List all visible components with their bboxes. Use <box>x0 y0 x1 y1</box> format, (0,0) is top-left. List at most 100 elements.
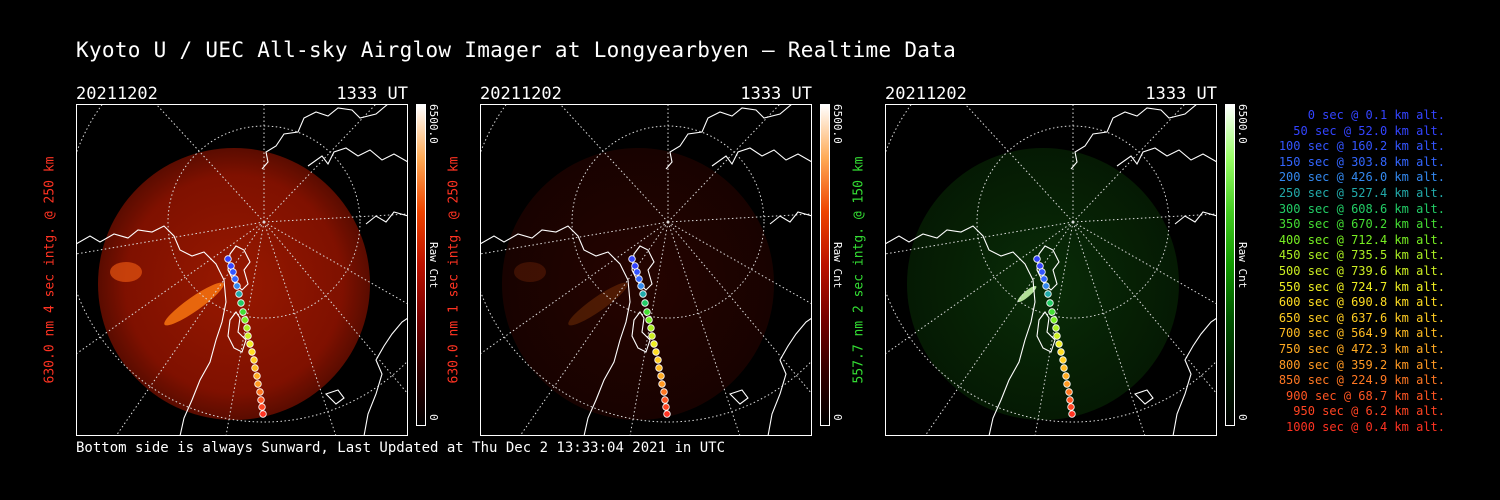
colorbar-max: 6500.0 <box>831 104 844 144</box>
coastline <box>1174 211 1217 225</box>
legend-row: 400 sec @ 712.4 km alt. <box>1278 232 1445 247</box>
longitude-line <box>667 221 741 436</box>
trajectory-point <box>1063 380 1071 388</box>
trajectory-point <box>251 364 259 372</box>
coastline <box>227 245 251 291</box>
longitude-line <box>667 104 781 223</box>
longitude-line <box>155 104 265 223</box>
longitude-line <box>667 213 812 223</box>
airglow-panel-557nm-2sec: 20211202 1333 UT 557.7 nm 2 sec intg. @ … <box>852 84 1277 436</box>
legend-row: 350 sec @ 670.2 km alt. <box>1278 217 1445 232</box>
trajectory-point <box>1033 255 1041 263</box>
trajectory-point <box>231 275 239 283</box>
plot-frame <box>480 104 812 436</box>
aurora-patch <box>514 262 546 282</box>
trajectory-point <box>1053 332 1061 340</box>
panel-ylabel: 630.0 nm 4 sec intg. @ 250 km <box>42 156 58 384</box>
longitude-line <box>519 221 669 436</box>
colorbar <box>1225 104 1235 426</box>
coastline <box>1036 245 1060 291</box>
trajectory-point <box>1062 372 1070 380</box>
colorbar-min: 0 <box>427 414 440 421</box>
trajectory-point <box>1055 340 1063 348</box>
legend-row: 200 sec @ 426.0 km alt. <box>1278 170 1445 185</box>
aurora-arc <box>164 282 224 326</box>
airglow-panel-630nm-1sec: 20211202 1333 UT 630.0 nm 1 sec intg. @ … <box>447 84 872 436</box>
legend-row: 1000 sec @ 0.4 km alt. <box>1286 419 1445 434</box>
trajectory-point <box>1052 324 1060 332</box>
trajectory-point <box>652 348 660 356</box>
trajectory-point <box>1046 299 1054 307</box>
trajectory-point <box>239 308 247 316</box>
legend-row: 800 sec @ 359.2 km alt. <box>1278 357 1445 372</box>
latitude-circle <box>167 125 361 319</box>
trajectory-point <box>1060 364 1068 372</box>
coastline <box>363 317 408 436</box>
trajectory-point <box>648 332 656 340</box>
trajectory-point <box>635 275 643 283</box>
legend-row: 150 sec @ 303.8 km alt. <box>1278 154 1445 169</box>
aurora-arc <box>1017 285 1037 303</box>
latitude-circle <box>976 125 1170 319</box>
longitude-line <box>667 221 812 395</box>
longitude-line <box>115 221 265 436</box>
legend-row: 100 sec @ 160.2 km alt. <box>1278 139 1445 154</box>
coastline <box>631 245 655 291</box>
longitude-line <box>1072 221 1217 395</box>
footer-note: Bottom side is always Sunward, Last Upda… <box>76 440 726 456</box>
trajectory-point <box>639 290 647 298</box>
panel-date: 20211202 <box>885 84 967 104</box>
longitude-line <box>924 221 1074 436</box>
legend-row: 600 sec @ 690.8 km alt. <box>1278 295 1445 310</box>
legend-row: 650 sec @ 637.6 km alt. <box>1278 310 1445 325</box>
trajectory-point <box>253 372 261 380</box>
trajectory-point <box>243 324 251 332</box>
longitude-line <box>964 104 1074 223</box>
coastline <box>1116 147 1217 167</box>
trajectory-point <box>1042 282 1050 290</box>
longitude-line <box>263 213 408 223</box>
colorbar <box>416 104 426 426</box>
legend-row: 250 sec @ 527.4 km alt. <box>1278 185 1445 200</box>
allsky-map <box>76 104 408 436</box>
longitude-line <box>263 221 337 436</box>
legend-row: 700 sec @ 564.9 km alt. <box>1278 326 1445 341</box>
allsky-map <box>480 104 812 436</box>
coastline <box>365 211 408 225</box>
trajectory-point <box>657 372 665 380</box>
legend-row: 450 sec @ 735.5 km alt. <box>1278 248 1445 263</box>
coastline <box>480 225 631 436</box>
legend-row: 300 sec @ 608.6 km alt. <box>1278 201 1445 216</box>
colorbar-unit: Raw Cnt <box>427 242 440 289</box>
aurora-arc <box>568 282 628 326</box>
coastline <box>1133 389 1154 405</box>
colorbar <box>820 104 830 426</box>
longitude-line <box>1072 104 1186 223</box>
panel-date: 20211202 <box>76 84 158 104</box>
colorbar-max: 6500.0 <box>1236 104 1249 144</box>
trajectory-point <box>254 380 262 388</box>
trajectory-point <box>1050 316 1058 324</box>
trajectory-point <box>257 396 265 404</box>
legend-row: 50 sec @ 52.0 km alt. <box>1293 123 1445 138</box>
trajectory-point <box>1044 290 1052 298</box>
trajectory-point <box>643 308 651 316</box>
trajectory-point <box>1068 410 1076 418</box>
trajectory-point <box>241 316 249 324</box>
colorbar-max: 6500.0 <box>427 104 440 144</box>
airglow-panel-630nm-4sec: 20211202 1333 UT 630.0 nm 4 sec intg. @ … <box>43 84 468 436</box>
trajectory-point <box>250 356 258 364</box>
coastline <box>1070 104 1198 170</box>
coastline <box>769 211 812 225</box>
trajectory-point <box>637 282 645 290</box>
coastline <box>76 225 227 436</box>
trajectory-point <box>650 340 658 348</box>
coastline <box>1036 311 1056 353</box>
panel-time: 1333 UT <box>1145 84 1217 104</box>
trajectory-point <box>244 332 252 340</box>
coastline <box>728 389 749 405</box>
trajectory-point <box>248 348 256 356</box>
trajectory-point <box>660 388 668 396</box>
coastline <box>307 147 408 167</box>
coastline <box>885 225 1036 436</box>
